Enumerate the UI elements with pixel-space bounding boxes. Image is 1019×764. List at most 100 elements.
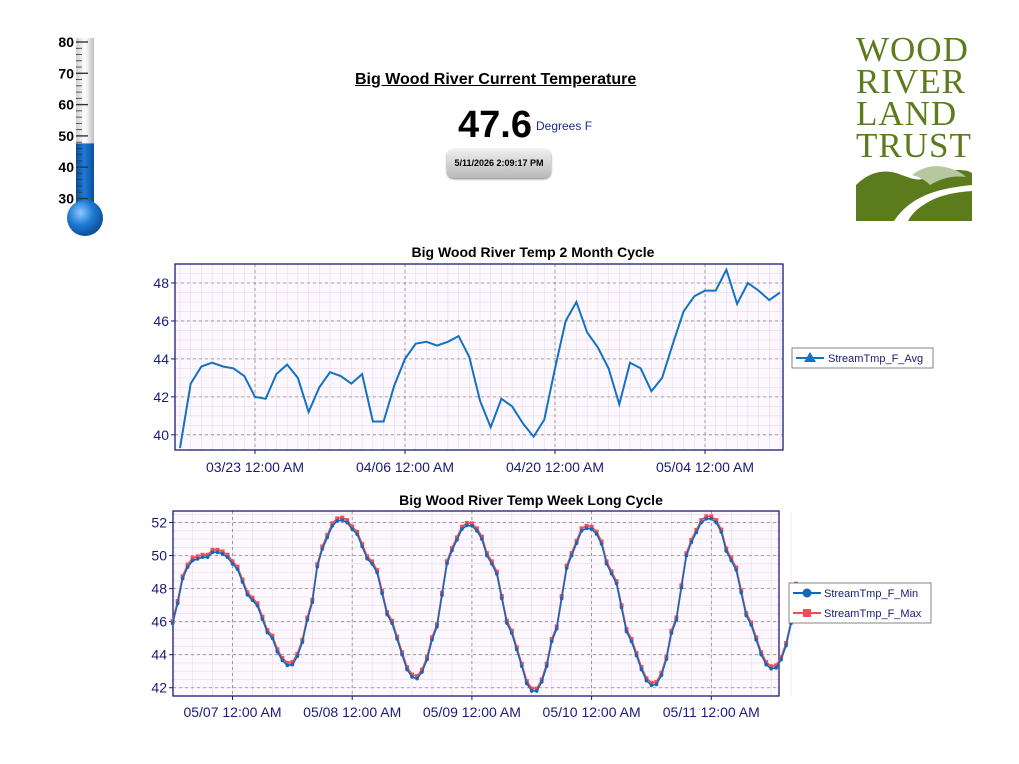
data-point-min <box>510 631 514 636</box>
data-point-min <box>539 680 544 684</box>
data-point-min <box>310 600 315 605</box>
data-point-max <box>709 514 714 519</box>
data-point-max <box>569 551 574 556</box>
data-point-min <box>190 558 195 563</box>
wood-river-land-trust-logo: WOOD RIVER LAND TRUST <box>856 30 972 221</box>
data-point-max <box>639 665 644 670</box>
data-point-min <box>465 523 469 528</box>
data-point-min <box>325 535 330 540</box>
data-point-min <box>345 520 350 525</box>
legend-label-max: StreamTmp_F_Max <box>824 608 922 620</box>
logo-line-2: RIVER <box>856 62 966 101</box>
data-point-min <box>759 652 763 657</box>
plot-area <box>175 264 783 450</box>
data-point-min <box>455 538 459 542</box>
data-point-max <box>430 635 434 640</box>
logo-line-1: WOOD <box>856 30 969 69</box>
logo-line-4: TRUST <box>856 126 972 165</box>
data-point-max <box>584 523 589 528</box>
data-point-max <box>774 663 779 668</box>
data-point-min <box>265 630 270 635</box>
x-tick-label: 05/04 12:00 AM <box>656 459 754 475</box>
data-point-min <box>514 647 519 652</box>
data-point-min <box>609 571 614 576</box>
data-point-min <box>370 562 374 566</box>
data-point-min <box>684 553 689 558</box>
data-point-min <box>295 654 300 659</box>
data-point-min <box>614 581 619 586</box>
x-tick-label: 05/11 12:00 AM <box>663 704 760 720</box>
data-point-max <box>420 667 425 672</box>
data-point-min <box>505 621 509 625</box>
series-streamtmp-min <box>170 517 798 693</box>
data-point-max <box>669 628 674 633</box>
data-point-min <box>739 590 744 595</box>
y-tick-label: 42 <box>153 389 169 405</box>
data-point-max <box>245 590 250 595</box>
data-point-min <box>754 638 758 642</box>
data-point-min <box>549 639 554 644</box>
data-point-min <box>534 689 539 693</box>
data-point-max <box>200 552 205 557</box>
data-point-max <box>704 514 709 519</box>
data-point-max <box>489 559 494 564</box>
data-point-min <box>734 568 739 572</box>
data-point-min <box>554 627 559 631</box>
data-point-min <box>679 586 684 590</box>
data-point-max <box>779 655 784 660</box>
data-point-max <box>250 595 255 600</box>
data-point-max <box>195 554 200 559</box>
data-point-min <box>490 562 494 566</box>
temperature-unit: Degrees F <box>536 119 593 133</box>
data-point-min <box>729 558 734 563</box>
data-point-min <box>395 637 399 641</box>
y-tick-label: 42 <box>151 680 167 696</box>
y-tick-label: 44 <box>151 647 167 663</box>
data-point-min <box>305 618 310 622</box>
plot-border <box>174 263 784 451</box>
data-point-max <box>390 618 395 623</box>
data-point-min <box>500 596 504 601</box>
data-point-min <box>420 670 424 674</box>
data-point-max <box>699 518 704 523</box>
data-point-min <box>589 527 594 531</box>
data-point-min <box>624 629 629 634</box>
logo-line-3: LAND <box>856 94 958 133</box>
data-point-min <box>405 667 409 672</box>
legend-circle-marker <box>802 588 812 598</box>
data-point-max <box>210 547 215 552</box>
data-point-max <box>335 516 340 521</box>
data-point-max <box>589 524 594 529</box>
data-point-max <box>410 672 415 677</box>
data-point-max <box>365 554 370 559</box>
data-point-min <box>335 519 340 523</box>
x-tick-label: 04/06 12:00 AM <box>356 459 454 475</box>
data-point-max <box>714 518 719 523</box>
data-point-max <box>769 664 774 669</box>
data-point-min <box>569 553 574 558</box>
thermometer-scale-label: 60 <box>58 97 74 113</box>
thermometer-fill <box>76 143 94 206</box>
data-point-min <box>410 675 414 679</box>
data-point-min <box>260 617 265 621</box>
data-point-min <box>365 556 369 561</box>
timestamp-badge: 5/11/2026 2:09:17 PM <box>447 149 551 178</box>
thermometer-scale-label: 40 <box>58 159 74 175</box>
data-point-max <box>574 538 579 543</box>
thermometer-scale-label: 70 <box>58 65 74 81</box>
data-point-min <box>669 631 674 636</box>
data-point-min <box>629 639 634 644</box>
data-point-min <box>495 572 499 576</box>
data-point-max <box>454 535 459 540</box>
data-point-max <box>355 529 360 534</box>
data-point-max <box>494 569 499 574</box>
data-point-min <box>245 593 250 597</box>
data-point-max <box>275 647 280 652</box>
x-tick-label: 05/10 12:00 AM <box>543 704 641 720</box>
data-point-min <box>485 553 489 558</box>
data-point-min <box>664 657 669 662</box>
data-point-max <box>729 556 734 561</box>
thermometer-bulb <box>67 200 103 236</box>
data-point-max <box>509 628 514 633</box>
data-point-min <box>315 564 320 569</box>
